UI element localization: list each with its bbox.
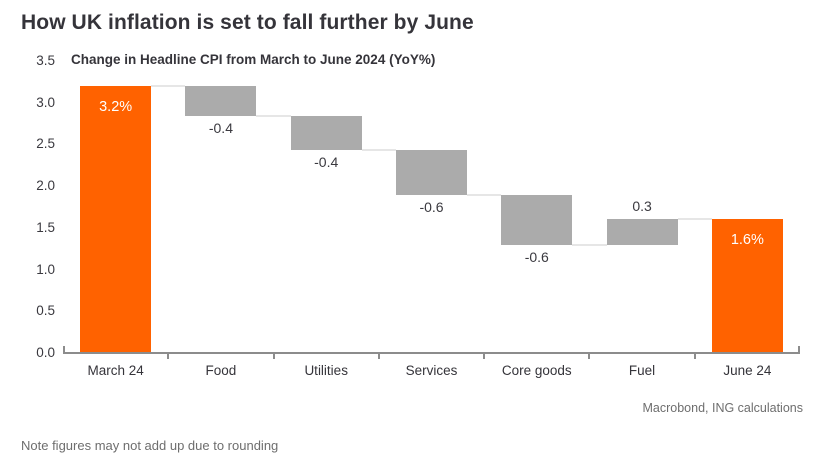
y-axis: 0.0 0.5 1.0 1.5 2.0 2.5 3.0 3.5 (0, 53, 55, 360)
waterfall-connector (572, 243, 607, 246)
x-axis-category-label: March 24 (87, 363, 144, 378)
x-axis-line (63, 352, 800, 354)
waterfall-chart: 3.2% -0.4 -0.4 -0.6 -0.6 0.3 1.6% March 24 Food… (63, 61, 800, 391)
bar-value-label: 0.3 (632, 197, 652, 214)
y-axis-tick-label: 0.0 (36, 345, 55, 360)
bar-value-label: -0.6 (419, 199, 444, 216)
y-axis-tick-label: 1.0 (36, 261, 55, 277)
x-axis-tick (377, 354, 380, 359)
waterfall-connector (677, 217, 712, 220)
waterfall-connector (151, 85, 186, 88)
x-axis-tick (588, 354, 591, 359)
x-axis-tick (693, 354, 696, 359)
bar-value-label: 1.6% (730, 231, 764, 248)
x-axis-tick (483, 354, 486, 359)
x-axis-endcap (798, 346, 800, 354)
waterfall-connector (467, 194, 502, 197)
bar-value-label: -0.4 (314, 154, 339, 171)
x-axis-category-label: Core goods (501, 363, 572, 378)
bar-utilities (290, 116, 362, 151)
bar-value-label: -0.4 (208, 120, 233, 137)
x-axis-tick (167, 354, 170, 359)
y-axis-tick-label: 2.5 (36, 136, 55, 152)
y-axis-tick-label: 0.5 (36, 303, 55, 319)
footnote: Note figures may not add up due to round… (21, 438, 279, 453)
bar-value-label: 3.2% (99, 99, 133, 116)
bar-services (396, 150, 467, 196)
bar-fuel (606, 218, 678, 245)
plot-area: 3.2% -0.4 -0.4 -0.6 -0.6 0.3 1.6% (63, 61, 800, 353)
x-axis-tick (272, 354, 275, 359)
waterfall-connector (361, 149, 396, 152)
x-axis-category-label: Food (205, 363, 237, 378)
source-attribution: Macrobond, ING calculations (642, 401, 804, 415)
chart-subtitle: Change in Headline CPI from March to Jun… (71, 52, 436, 67)
y-axis-tick-label: 3.0 (36, 94, 55, 110)
x-axis-category-label: Fuel (628, 363, 656, 378)
y-axis-tick-label: 2.0 (36, 178, 55, 194)
x-axis-endcap (63, 346, 65, 354)
x-axis-category-label: June 24 (723, 363, 772, 378)
bar-value-label: -0.6 (524, 248, 549, 265)
y-axis-tick-label: 3.5 (36, 53, 55, 68)
bar-food (185, 86, 257, 117)
page-title: How UK inflation is set to fall further … (21, 11, 474, 34)
bar-june-24 (711, 218, 783, 353)
bar-march-24 (80, 86, 152, 353)
y-axis-tick-label: 1.5 (36, 219, 55, 235)
x-axis-category-label: Services (405, 363, 458, 378)
x-axis-category-label: Utilities (304, 363, 348, 378)
waterfall-connector (256, 115, 291, 118)
bar-core-goods (501, 195, 573, 245)
